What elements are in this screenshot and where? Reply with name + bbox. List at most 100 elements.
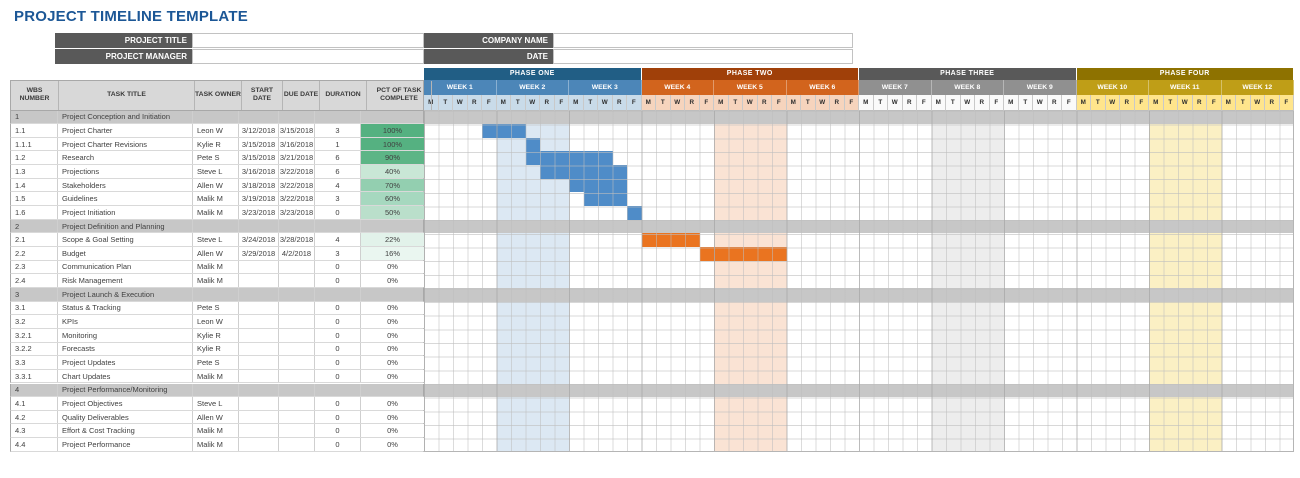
cell-start-date[interactable] [239, 410, 279, 424]
cell-due-date[interactable] [279, 397, 315, 410]
cell-start-date[interactable]: 3/15/2018 [239, 151, 279, 165]
cell-task-owner[interactable]: Malik M [193, 438, 239, 451]
gantt-bar[interactable] [569, 178, 627, 193]
cell-duration[interactable]: 0 [315, 301, 361, 315]
cell-wbs[interactable]: 1.3 [11, 165, 58, 178]
cell-duration[interactable]: 0 [315, 342, 361, 356]
cell-task-title[interactable]: Project Performance [58, 438, 193, 451]
cell-task-title[interactable]: Communication Plan [58, 260, 193, 274]
cell-duration[interactable] [315, 383, 361, 397]
cell-task-title[interactable]: Project Objectives [58, 397, 193, 410]
cell-start-date[interactable] [239, 397, 279, 410]
cell-start-date[interactable]: 3/19/2018 [239, 192, 279, 206]
cell-start-date[interactable] [239, 383, 279, 397]
cell-start-date[interactable]: 3/16/2018 [239, 165, 279, 178]
cell-task-owner[interactable]: Allen W [193, 247, 239, 260]
cell-wbs[interactable]: 1.6 [11, 206, 58, 219]
cell-task-title[interactable]: Quality Deliverables [58, 410, 193, 424]
cell-task-owner[interactable]: Malik M [193, 274, 239, 287]
cell-task-title[interactable]: Project Performance/Monitoring [58, 383, 193, 397]
cell-duration[interactable]: 0 [315, 410, 361, 424]
form-input-project-manager[interactable] [192, 48, 424, 64]
cell-pct-complete[interactable] [361, 219, 425, 233]
cell-due-date[interactable] [279, 369, 315, 383]
cell-pct-complete[interactable]: 0% [361, 369, 425, 383]
cell-duration[interactable]: 4 [315, 178, 361, 192]
cell-task-title[interactable]: Project Initiation [58, 206, 193, 219]
cell-task-title[interactable]: Project Charter Revisions [58, 137, 193, 151]
cell-wbs[interactable]: 2.1 [11, 233, 58, 246]
gantt-bar[interactable] [482, 124, 526, 138]
cell-pct-complete[interactable] [361, 287, 425, 301]
gantt-bar[interactable] [583, 192, 627, 207]
gantt-bar[interactable] [641, 233, 700, 247]
cell-wbs[interactable]: 3.2 [11, 315, 58, 328]
form-input-project-title[interactable] [192, 33, 424, 48]
cell-pct-complete[interactable]: 16% [361, 247, 425, 260]
cell-pct-complete[interactable] [361, 383, 425, 397]
cell-pct-complete[interactable]: 90% [361, 151, 425, 165]
gantt-bar[interactable] [699, 247, 787, 261]
cell-duration[interactable]: 3 [315, 247, 361, 260]
cell-duration[interactable]: 0 [315, 369, 361, 383]
cell-task-title[interactable]: Project Definition and Planning [58, 219, 193, 233]
cell-task-title[interactable]: Forecasts [58, 342, 193, 356]
cell-task-title[interactable]: Scope & Goal Setting [58, 233, 193, 246]
cell-start-date[interactable]: 3/18/2018 [239, 178, 279, 192]
cell-duration[interactable]: 3 [315, 192, 361, 206]
cell-task-owner[interactable]: Kylie R [193, 328, 239, 342]
cell-duration[interactable]: 0 [315, 206, 361, 219]
cell-duration[interactable]: 0 [315, 260, 361, 274]
gantt-bar[interactable] [627, 206, 642, 220]
cell-task-owner[interactable] [193, 383, 239, 397]
cell-wbs[interactable]: 4.3 [11, 424, 58, 438]
cell-wbs[interactable]: 3.3.1 [11, 369, 58, 383]
cell-wbs[interactable]: 1.1 [11, 124, 58, 137]
cell-wbs[interactable]: 3.2.1 [11, 328, 58, 342]
cell-task-owner[interactable]: Malik M [193, 260, 239, 274]
cell-duration[interactable]: 1 [315, 137, 361, 151]
cell-duration[interactable] [315, 287, 361, 301]
cell-start-date[interactable]: 3/15/2018 [239, 137, 279, 151]
cell-wbs[interactable]: 3 [11, 287, 58, 301]
cell-start-date[interactable] [239, 110, 279, 124]
cell-pct-complete[interactable]: 0% [361, 438, 425, 451]
gantt-bar[interactable] [540, 165, 627, 179]
cell-due-date[interactable] [279, 383, 315, 397]
cell-start-date[interactable] [239, 342, 279, 356]
cell-due-date[interactable] [279, 110, 315, 124]
cell-start-date[interactable] [239, 438, 279, 451]
cell-wbs[interactable]: 1.5 [11, 192, 58, 206]
cell-task-owner[interactable]: Steve L [193, 397, 239, 410]
cell-duration[interactable]: 3 [315, 124, 361, 137]
cell-start-date[interactable] [239, 315, 279, 328]
cell-pct-complete[interactable]: 0% [361, 397, 425, 410]
cell-due-date[interactable]: 3/16/2018 [279, 137, 315, 151]
gantt-bar[interactable] [525, 137, 540, 152]
cell-duration[interactable]: 0 [315, 397, 361, 410]
cell-wbs[interactable]: 3.1 [11, 301, 58, 315]
cell-wbs[interactable]: 4 [11, 383, 58, 397]
cell-pct-complete[interactable]: 100% [361, 137, 425, 151]
cell-wbs[interactable]: 4.1 [11, 397, 58, 410]
cell-wbs[interactable]: 3.3 [11, 356, 58, 369]
cell-due-date[interactable] [279, 342, 315, 356]
cell-wbs[interactable]: 4.4 [11, 438, 58, 451]
cell-task-owner[interactable]: Kylie R [193, 137, 239, 151]
cell-task-owner[interactable] [193, 287, 239, 301]
cell-start-date[interactable] [239, 369, 279, 383]
cell-task-title[interactable]: Effort & Cost Tracking [58, 424, 193, 438]
cell-start-date[interactable] [239, 328, 279, 342]
cell-due-date[interactable]: 3/23/2018 [279, 206, 315, 219]
cell-duration[interactable]: 6 [315, 151, 361, 165]
cell-start-date[interactable]: 3/29/2018 [239, 247, 279, 260]
cell-start-date[interactable] [239, 274, 279, 287]
cell-task-title[interactable]: Monitoring [58, 328, 193, 342]
cell-task-owner[interactable]: Pete S [193, 301, 239, 315]
cell-start-date[interactable] [239, 219, 279, 233]
cell-wbs[interactable]: 1.1.1 [11, 137, 58, 151]
cell-task-owner[interactable]: Steve L [193, 165, 239, 178]
cell-task-owner[interactable]: Leon W [193, 315, 239, 328]
cell-task-title[interactable]: Project Charter [58, 124, 193, 137]
cell-pct-complete[interactable]: 22% [361, 233, 425, 246]
